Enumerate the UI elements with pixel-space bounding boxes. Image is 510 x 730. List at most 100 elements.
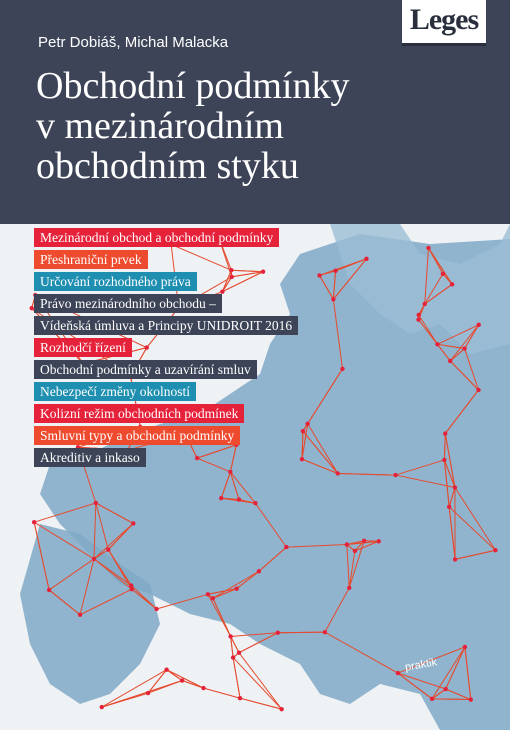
network-node: [229, 274, 234, 280]
network-node: [236, 497, 242, 502]
network-node: [46, 587, 52, 593]
network-node: [422, 301, 427, 307]
network-edge: [319, 275, 334, 300]
publisher-logo: Leges: [402, 0, 486, 46]
network-node: [220, 289, 225, 294]
network-edge: [464, 324, 480, 349]
topic-item: Kolizní režim obchodních podmínek: [34, 404, 245, 423]
map-illustration: [0, 224, 510, 730]
network-edge: [229, 444, 237, 473]
network-edge: [196, 457, 231, 473]
network-node: [322, 629, 328, 635]
network-edge: [196, 444, 237, 459]
network-node: [364, 256, 369, 262]
network-edge: [449, 324, 480, 362]
network-edge: [79, 588, 132, 616]
network-node: [462, 346, 467, 351]
network-edge: [444, 433, 456, 488]
network-node: [493, 548, 498, 553]
network-edge: [454, 487, 496, 551]
network-edge: [432, 698, 471, 701]
network-edge: [238, 632, 279, 654]
network-edge: [397, 672, 446, 690]
network-edge: [443, 459, 450, 507]
continent-shape: [40, 234, 510, 730]
network-edge: [33, 521, 95, 560]
network-node: [395, 670, 401, 676]
network-edge: [107, 523, 134, 550]
topic-item: Určování rozhodného práva: [34, 272, 197, 291]
network-node: [260, 269, 266, 274]
network-node: [131, 521, 136, 526]
network-edge: [231, 269, 264, 273]
network-edge: [445, 646, 466, 690]
network-edge: [424, 283, 453, 305]
network-edge: [395, 459, 445, 476]
network-edge: [354, 540, 379, 552]
network-edge: [239, 697, 282, 710]
network-edge: [332, 299, 343, 369]
title-line-3: obchodním styku: [36, 145, 299, 187]
network-edge: [258, 546, 287, 572]
network-node: [275, 630, 281, 635]
network-node: [449, 282, 455, 287]
network-edge: [232, 657, 241, 699]
network-edge: [48, 589, 81, 616]
network-edge: [229, 471, 240, 500]
network-node: [194, 455, 200, 461]
authors: Petr Dobiáš, Michal Malacka: [38, 34, 229, 51]
network-edge: [33, 522, 50, 591]
network-node: [253, 500, 258, 506]
network-node: [443, 686, 448, 692]
network-edge: [221, 497, 240, 501]
network-edge: [319, 258, 367, 276]
network-edge: [431, 646, 466, 700]
network-node: [335, 471, 340, 476]
network-edge: [93, 558, 133, 590]
network-node: [236, 650, 242, 655]
network-edge: [212, 588, 237, 599]
network-node: [205, 592, 211, 597]
network-node: [31, 519, 37, 525]
network-node: [476, 322, 481, 327]
network-edge: [348, 550, 356, 588]
network-node: [442, 457, 447, 463]
network-edge: [424, 247, 430, 304]
network-node: [234, 586, 239, 591]
network-edge: [254, 502, 287, 548]
network-node: [416, 312, 421, 318]
network-edge: [302, 368, 343, 432]
topic-item: Akreditiv a inkaso: [34, 448, 146, 467]
network-node: [468, 697, 473, 702]
book-title: Obchodní podmínky v mezinárodním obchodn…: [36, 66, 416, 186]
network-edge: [203, 687, 241, 699]
network-node: [228, 469, 233, 475]
topic-item: Vídeňská úmluva a Principy UNIDROIT 2016: [34, 316, 299, 335]
network-node: [29, 305, 34, 311]
network-edge: [302, 430, 339, 474]
network-node: [347, 585, 352, 591]
network-edge: [448, 506, 456, 560]
network-edge: [332, 258, 367, 300]
network-node: [429, 696, 435, 702]
network-edge: [221, 270, 232, 292]
network-edge: [428, 247, 453, 285]
network-node: [154, 606, 159, 612]
network-edge: [93, 549, 109, 560]
network-node: [317, 273, 322, 278]
network-edge: [449, 348, 465, 362]
network-edge: [170, 243, 232, 271]
topic-item: Rozhodčí řízení: [34, 338, 132, 357]
network-edge: [397, 646, 466, 674]
network-edge: [147, 680, 183, 694]
network-node: [93, 500, 99, 506]
network-node: [333, 268, 338, 273]
network-edge: [232, 657, 283, 710]
network-node: [279, 706, 284, 712]
network-edge: [437, 324, 479, 345]
network-node: [201, 685, 206, 691]
network-node: [129, 586, 134, 592]
network-node: [416, 317, 421, 322]
network-edge: [147, 669, 167, 694]
network-node: [237, 695, 243, 701]
